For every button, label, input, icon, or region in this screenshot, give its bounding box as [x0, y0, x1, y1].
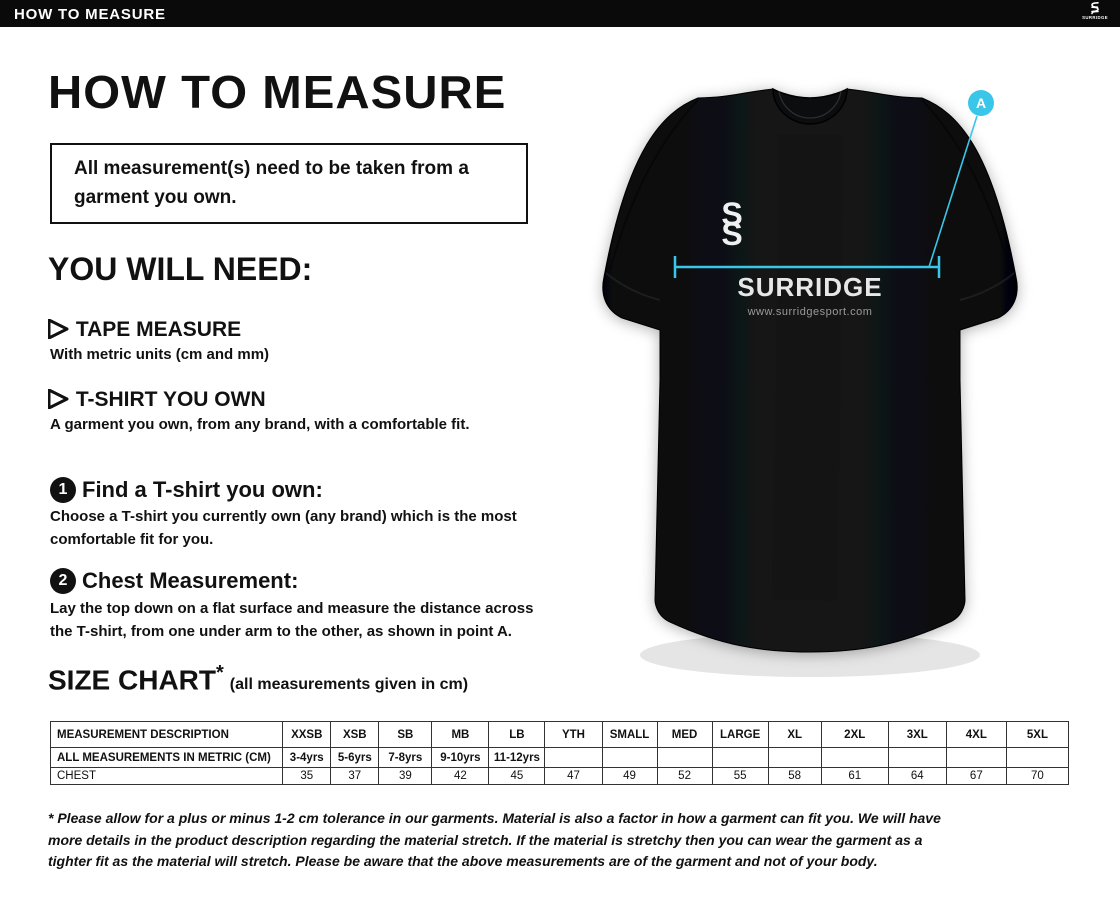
- svg-text:A: A: [976, 95, 986, 111]
- svg-text:S: S: [721, 216, 742, 252]
- svg-text:SURRIDGE: SURRIDGE: [737, 272, 882, 302]
- svg-text:www.surridgesport.com: www.surridgesport.com: [747, 306, 873, 318]
